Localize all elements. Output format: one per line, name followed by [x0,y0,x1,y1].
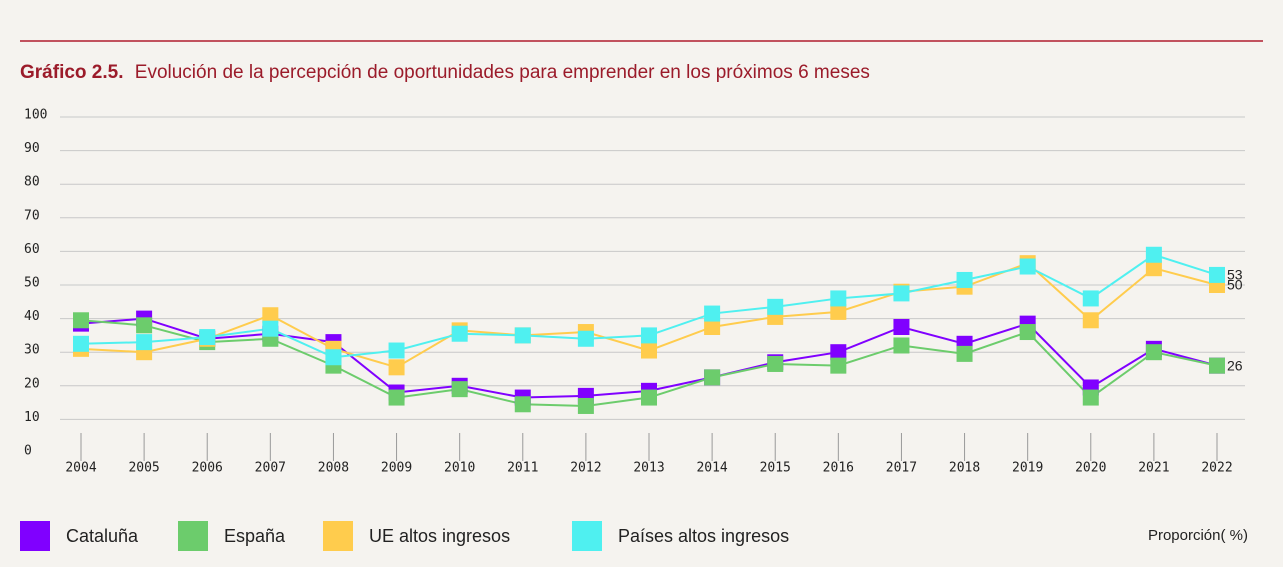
marker [262,307,279,324]
x-tick-label: 2016 [823,461,854,476]
title-label: Gráfico 2.5. [20,62,124,83]
chart-title: Gráfico 2.5. Evolución de la percepción … [20,62,870,83]
marker [704,305,721,322]
x-tick-label: 2004 [65,461,96,476]
x-tick-label: 2005 [128,461,159,476]
marker [325,349,342,366]
y-tick-label: 10 [24,410,40,425]
y-tick-label: 0 [24,444,32,459]
marker [1082,389,1099,406]
marker [893,285,910,302]
legend-swatch [20,521,50,551]
x-tick-label: 2022 [1201,461,1232,476]
x-tick-label: 2009 [381,461,412,476]
y-tick-label: 20 [24,376,40,391]
legend-label: UE altos ingresos [369,526,510,546]
y-tick-label: 70 [24,208,40,223]
marker [1019,258,1036,275]
marker [704,319,721,335]
marker [1145,344,1162,361]
x-tick-label: 2008 [318,461,349,476]
marker [641,389,657,406]
marker [830,303,847,320]
y-tick-label: 30 [24,343,40,358]
marker [136,317,153,334]
marker [1019,324,1036,341]
x-tick-label: 2017 [886,461,917,476]
x-tick-label: 2007 [255,461,286,476]
marker [1082,312,1099,329]
marker [73,335,89,352]
marker [1145,246,1162,263]
marker [641,342,657,359]
marker [577,397,594,414]
marker [956,345,973,362]
marker [136,334,153,351]
data-label: 53 [1227,267,1243,283]
marker [1209,357,1225,374]
y-tick-label: 60 [24,242,40,257]
marker [767,298,784,315]
y-axis-label: Proporción( %) [1148,527,1248,544]
data-label: 26 [1227,357,1243,373]
legend-label: Cataluña [66,526,139,546]
marker [1145,260,1162,277]
x-tick-label: 2012 [570,461,601,476]
x-tick-label: 2015 [760,461,791,476]
x-tick-label: 2020 [1075,461,1106,476]
marker [956,271,973,288]
marker [514,396,531,413]
y-tick-label: 90 [24,141,40,156]
legend-label: España [224,526,286,546]
y-tick-label: 40 [24,309,40,324]
x-tick-label: 2011 [507,461,538,476]
marker [1082,290,1099,307]
marker [388,342,405,359]
marker [514,327,531,344]
title-text: Evolución de la percepción de oportunida… [135,62,870,83]
marker [451,381,468,398]
x-tick-label: 2014 [696,461,727,476]
x-tick-label: 2010 [444,461,475,476]
legend-swatch [323,521,353,551]
marker [388,389,405,406]
marker [451,325,468,342]
marker [262,320,279,337]
x-tick-label: 2021 [1138,461,1169,476]
x-tick-label: 2013 [633,461,664,476]
marker [893,319,910,335]
legend-swatch [572,521,602,551]
marker [830,344,847,361]
marker [893,337,910,354]
data-label: 50 [1227,277,1243,293]
legend-label: Países altos ingresos [618,526,789,546]
marker [577,330,594,347]
marker [767,355,784,372]
y-tick-label: 50 [24,276,40,291]
legend-swatch [178,521,208,551]
marker [388,359,405,376]
y-tick-label: 100 [24,108,47,123]
marker [199,329,216,346]
x-tick-label: 2019 [1012,461,1043,476]
marker [704,369,721,386]
marker [830,290,847,307]
marker [1209,266,1225,283]
marker [830,357,847,374]
x-tick-label: 2018 [949,461,980,476]
y-tick-label: 80 [24,175,40,190]
x-tick-label: 2006 [192,461,223,476]
marker [641,327,657,344]
marker [73,312,89,329]
